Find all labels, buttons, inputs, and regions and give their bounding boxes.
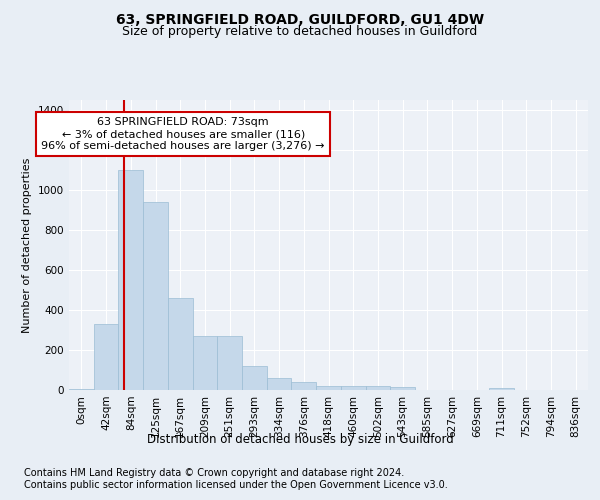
Bar <box>292 382 316 390</box>
Bar <box>316 386 341 390</box>
Bar <box>341 386 365 390</box>
Text: 63, SPRINGFIELD ROAD, GUILDFORD, GU1 4DW: 63, SPRINGFIELD ROAD, GUILDFORD, GU1 4DW <box>116 12 484 26</box>
Text: Contains public sector information licensed under the Open Government Licence v3: Contains public sector information licen… <box>24 480 448 490</box>
Bar <box>217 336 242 390</box>
Bar <box>143 202 168 390</box>
Bar <box>390 387 415 390</box>
Bar <box>365 386 390 390</box>
Text: Distribution of detached houses by size in Guildford: Distribution of detached houses by size … <box>146 432 454 446</box>
Y-axis label: Number of detached properties: Number of detached properties <box>22 158 32 332</box>
Bar <box>193 336 217 390</box>
Bar <box>168 298 193 390</box>
Text: Size of property relative to detached houses in Guildford: Size of property relative to detached ho… <box>122 25 478 38</box>
Bar <box>94 324 118 390</box>
Bar <box>118 170 143 390</box>
Bar <box>267 378 292 390</box>
Bar <box>489 388 514 390</box>
Bar <box>242 366 267 390</box>
Bar <box>69 389 94 390</box>
Text: Contains HM Land Registry data © Crown copyright and database right 2024.: Contains HM Land Registry data © Crown c… <box>24 468 404 477</box>
Text: 63 SPRINGFIELD ROAD: 73sqm
← 3% of detached houses are smaller (116)
96% of semi: 63 SPRINGFIELD ROAD: 73sqm ← 3% of detac… <box>41 118 325 150</box>
